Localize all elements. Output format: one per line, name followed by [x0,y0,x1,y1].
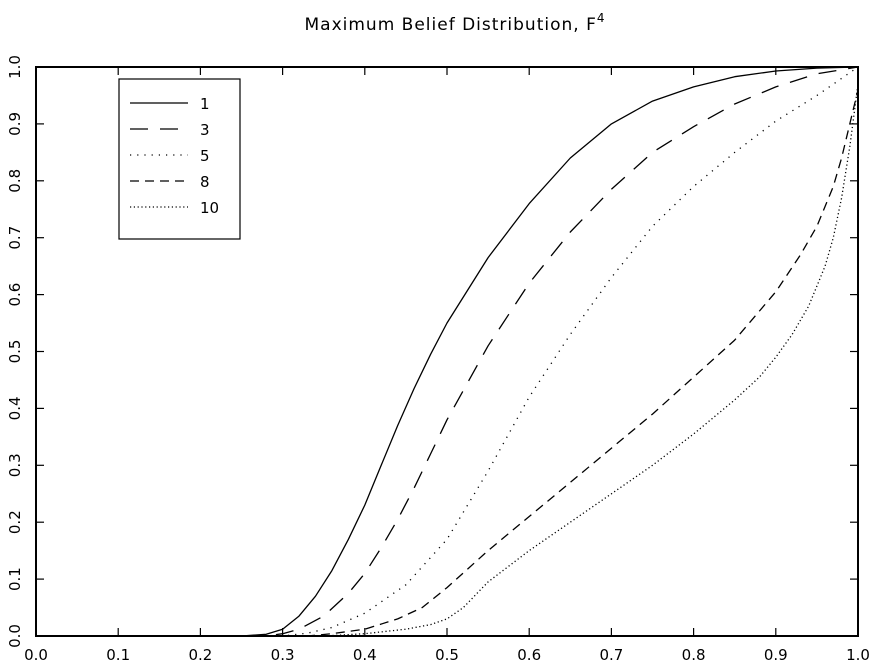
legend: 1 3 5 8 10 [118,78,241,240]
x-tick-label: 0.6 [517,646,541,664]
y-tick-label: 0.8 [6,169,24,193]
x-tick-label: 0.2 [188,646,212,664]
y-tick-label: 0.6 [6,283,24,307]
x-tick-label: 0.0 [24,646,48,664]
y-tick-label: 0.4 [6,396,24,420]
legend-label-3: 3 [200,121,210,139]
series-line-3 [36,66,859,637]
chart-title-superscript: 4 [597,11,606,25]
x-axis: 0.0 0.1 0.2 0.3 0.4 0.5 0.6 0.7 0.8 0.9 1.0 [24,67,870,664]
y-tick-label: 0.3 [6,453,24,477]
plot-area [36,66,859,637]
x-tick-label: 1.0 [846,646,870,664]
y-tick-label: 0.1 [6,567,24,591]
x-tick-label: 0.9 [764,646,788,664]
x-tick-label: 0.4 [353,646,377,664]
chart-title: Maximum Belief Distribution, F4 [305,11,606,35]
y-tick-label: 1.0 [6,55,24,79]
legend-label-5: 5 [200,147,210,165]
y-tick-label: 0.0 [6,624,24,648]
legend-box [118,78,241,240]
legend-label-1: 1 [200,95,210,113]
x-tick-label: 0.3 [271,646,295,664]
y-tick-label: 0.9 [6,112,24,136]
series-line-8 [36,89,859,637]
x-tick-label: 0.5 [435,646,459,664]
legend-label-10: 10 [200,199,219,217]
y-tick-label: 0.5 [6,340,24,364]
y-axis: 0.0 0.1 0.2 0.3 0.4 0.5 0.6 0.7 0.8 0.9 1.0 [6,55,858,648]
y-tick-label: 0.2 [6,510,24,534]
x-tick-label: 0.1 [106,646,130,664]
legend-label-8: 8 [200,173,210,191]
series-line-10 [36,84,859,637]
y-tick-label: 0.7 [6,226,24,250]
chart-title-main: Maximum Belief Distribution, F [305,15,597,35]
x-tick-label: 0.7 [599,646,623,664]
series-line-1 [36,66,859,637]
x-tick-label: 0.8 [682,646,706,664]
